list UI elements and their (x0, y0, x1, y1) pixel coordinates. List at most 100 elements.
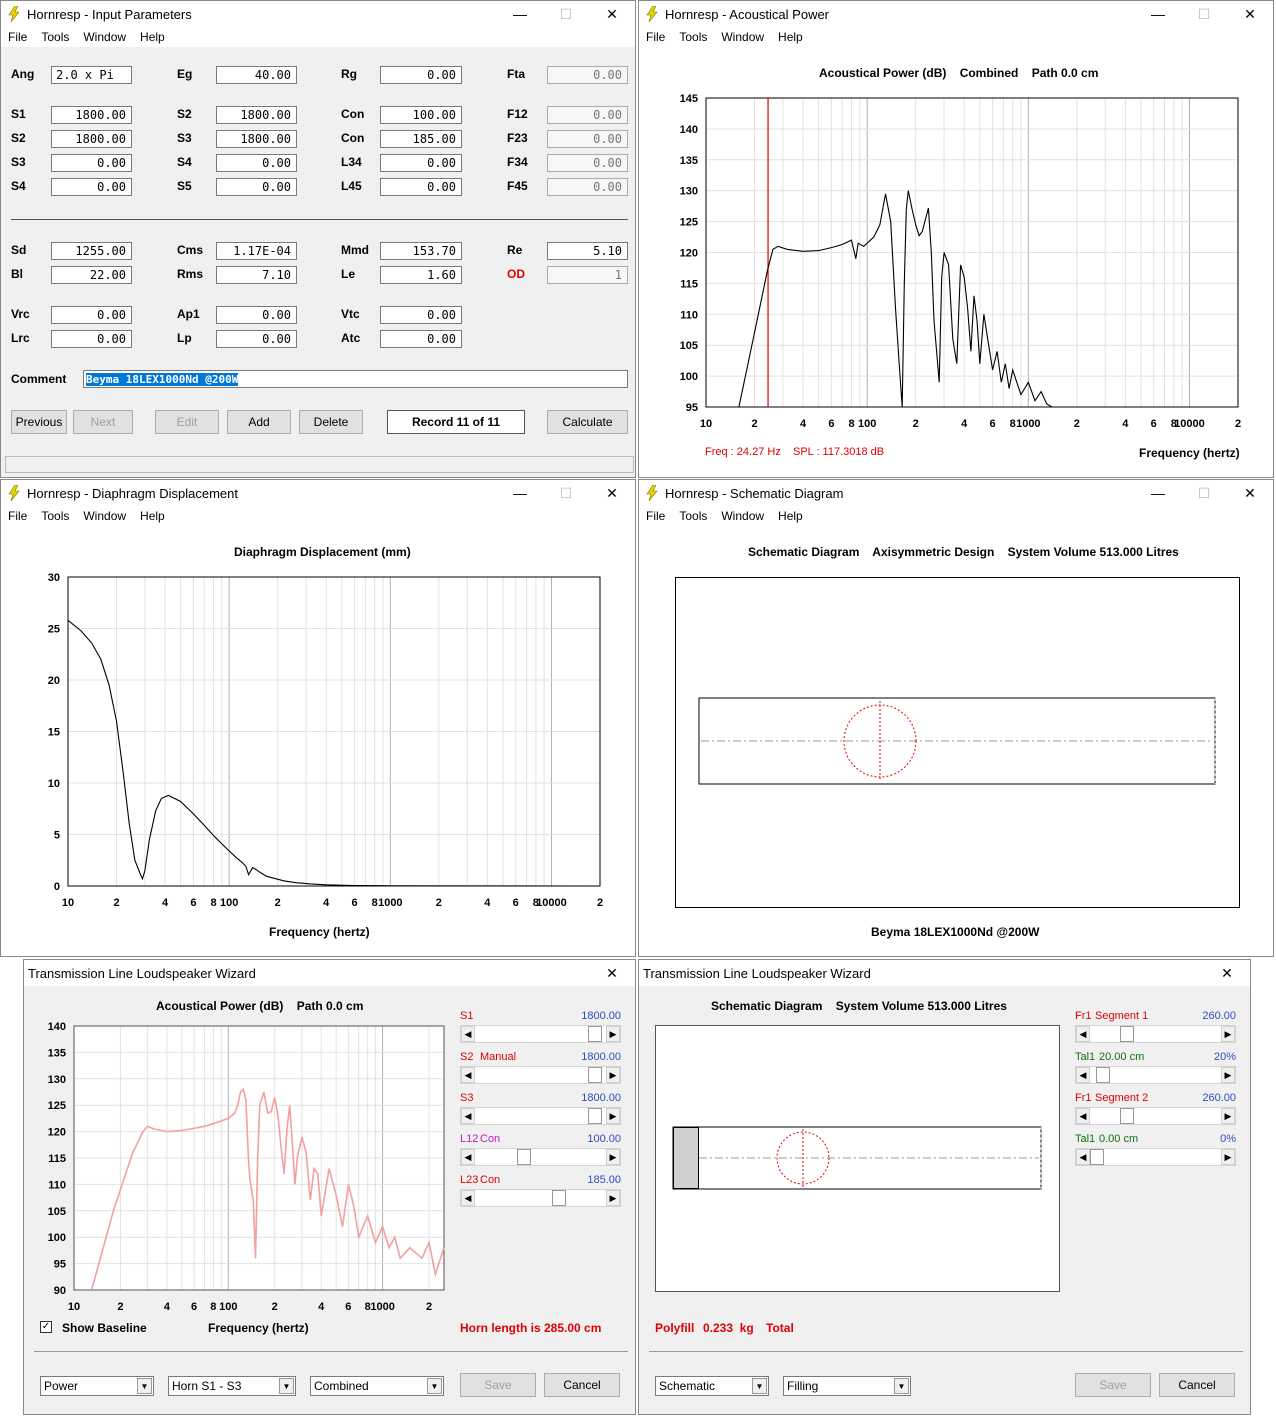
cancel-button[interactable]: Cancel (544, 1373, 620, 1397)
slider-thumb[interactable] (1120, 1108, 1134, 1124)
param-field[interactable]: 0.00 (216, 154, 297, 172)
param-field[interactable]: 1800.00 (51, 130, 132, 148)
chevron-right-icon[interactable]: ▶ (606, 1067, 620, 1083)
menu-tools[interactable]: Tools (679, 30, 708, 44)
chevron-left-icon[interactable]: ◀ (1076, 1108, 1090, 1124)
menu-help[interactable]: Help (778, 30, 803, 44)
param-field[interactable]: 1800.00 (216, 106, 297, 124)
param-field[interactable]: 0.00 (216, 178, 297, 196)
chevron-left-icon[interactable]: ◀ (461, 1108, 475, 1124)
menu-file[interactable]: File (646, 509, 666, 523)
save-button[interactable]: Save (1075, 1373, 1151, 1397)
maximize-button[interactable]: ☐ (1197, 484, 1211, 501)
param-field[interactable]: 1 (547, 266, 628, 284)
param-field[interactable]: 0.00 (380, 306, 462, 324)
horn-segment-select[interactable]: Horn S1 - S3 ▼ (168, 1376, 296, 1396)
menu-tools[interactable]: Tools (41, 509, 70, 523)
close-button[interactable]: ✕ (1244, 5, 1256, 22)
slider-thumb[interactable] (1120, 1026, 1134, 1042)
title-bar[interactable]: Hornresp - Acoustical Power — ☐ ✕ (639, 1, 1273, 27)
param-field[interactable]: 0.00 (547, 106, 628, 124)
param-field[interactable]: 1800.00 (216, 130, 297, 148)
param-field[interactable]: 0.00 (547, 130, 628, 148)
filling-select[interactable]: Filling ▼ (783, 1376, 911, 1396)
cancel-button[interactable]: Cancel (1159, 1373, 1235, 1397)
calculate-button[interactable]: Calculate (547, 410, 628, 434)
menu-tools[interactable]: Tools (679, 509, 708, 523)
slider-track[interactable]: ◀ ▶ (460, 1107, 621, 1125)
minimize-button[interactable]: — (513, 6, 527, 22)
slider-thumb[interactable] (588, 1108, 602, 1124)
title-bar[interactable]: Hornresp - Diaphragm Displacement — ☐ ✕ (1, 480, 635, 506)
param-field[interactable]: 0.00 (547, 154, 628, 172)
next-button[interactable]: Next (73, 410, 133, 434)
menu-help[interactable]: Help (140, 30, 165, 44)
param-field[interactable]: 0.00 (51, 306, 132, 324)
close-button[interactable]: ✕ (606, 964, 618, 981)
menu-window[interactable]: Window (721, 509, 765, 523)
chevron-left-icon[interactable]: ◀ (1076, 1149, 1090, 1165)
slider-thumb[interactable] (588, 1067, 602, 1083)
param-field[interactable]: 5.10 (547, 242, 628, 260)
param-field[interactable]: 0.00 (216, 330, 297, 348)
show-baseline-checkbox[interactable]: ✓ (40, 1321, 52, 1333)
param-field[interactable]: 22.00 (51, 266, 132, 284)
chevron-left-icon[interactable]: ◀ (461, 1190, 475, 1206)
minimize-button[interactable]: — (1151, 485, 1165, 501)
param-field[interactable]: 0.00 (380, 178, 462, 196)
chevron-right-icon[interactable]: ▶ (1221, 1067, 1235, 1083)
chevron-right-icon[interactable]: ▶ (606, 1190, 620, 1206)
param-field[interactable]: 100.00 (380, 106, 462, 124)
comment-field[interactable]: Beyma 18LEX1000Nd @200W (83, 370, 628, 388)
slider-thumb[interactable] (552, 1190, 566, 1206)
add-button[interactable]: Add (227, 410, 291, 434)
param-field[interactable]: 0.00 (51, 330, 132, 348)
minimize-button[interactable]: — (1151, 6, 1165, 22)
slider-thumb[interactable] (588, 1026, 602, 1042)
param-field[interactable]: 1.17E-04 (216, 242, 297, 260)
slider-thumb[interactable] (517, 1149, 531, 1165)
edit-button[interactable]: Edit (155, 410, 219, 434)
close-button[interactable]: ✕ (1244, 484, 1256, 501)
save-button[interactable]: Save (460, 1373, 536, 1397)
chevron-right-icon[interactable]: ▶ (1221, 1108, 1235, 1124)
slider-track[interactable]: ◀ ▶ (1075, 1107, 1236, 1125)
param-field[interactable]: 7.10 (216, 266, 297, 284)
chevron-left-icon[interactable]: ◀ (461, 1026, 475, 1042)
title-bar[interactable]: Hornresp - Input Parameters — ☐ ✕ (1, 1, 635, 27)
slider-track[interactable]: ◀ ▶ (1075, 1066, 1236, 1084)
param-field[interactable]: 0.00 (380, 330, 462, 348)
minimize-button[interactable]: — (513, 485, 527, 501)
slider-track[interactable]: ◀ ▶ (1075, 1025, 1236, 1043)
param-field[interactable]: 153.70 (380, 242, 462, 260)
param-field[interactable]: 0.00 (51, 178, 132, 196)
view-select[interactable]: Schematic ▼ (655, 1376, 769, 1396)
title-bar[interactable]: Transmission Line Loudspeaker Wizard ✕ (24, 960, 635, 986)
chevron-right-icon[interactable]: ▶ (1221, 1149, 1235, 1165)
chevron-left-icon[interactable]: ◀ (1076, 1026, 1090, 1042)
chevron-right-icon[interactable]: ▶ (1221, 1026, 1235, 1042)
maximize-button[interactable]: ☐ (559, 5, 573, 22)
chevron-right-icon[interactable]: ▶ (606, 1026, 620, 1042)
slider-track[interactable]: ◀ ▶ (460, 1025, 621, 1043)
plot-type-select[interactable]: Power ▼ (40, 1376, 154, 1396)
param-field[interactable]: 185.00 (380, 130, 462, 148)
param-field[interactable]: 0.00 (547, 66, 628, 84)
menu-help[interactable]: Help (778, 509, 803, 523)
param-field[interactable]: 1.60 (380, 266, 462, 284)
close-button[interactable]: ✕ (606, 484, 618, 501)
close-button[interactable]: ✕ (1221, 964, 1233, 981)
menu-tools[interactable]: Tools (41, 30, 70, 44)
menu-file[interactable]: File (8, 30, 28, 44)
slider-track[interactable]: ◀ ▶ (460, 1066, 621, 1084)
slider-thumb[interactable] (1090, 1149, 1104, 1165)
menu-window[interactable]: Window (83, 509, 127, 523)
delete-button[interactable]: Delete (299, 410, 363, 434)
param-field[interactable]: 2.0 x Pi (51, 66, 132, 84)
menu-file[interactable]: File (646, 30, 666, 44)
param-field[interactable]: 0.00 (380, 66, 462, 84)
menu-file[interactable]: File (8, 509, 28, 523)
